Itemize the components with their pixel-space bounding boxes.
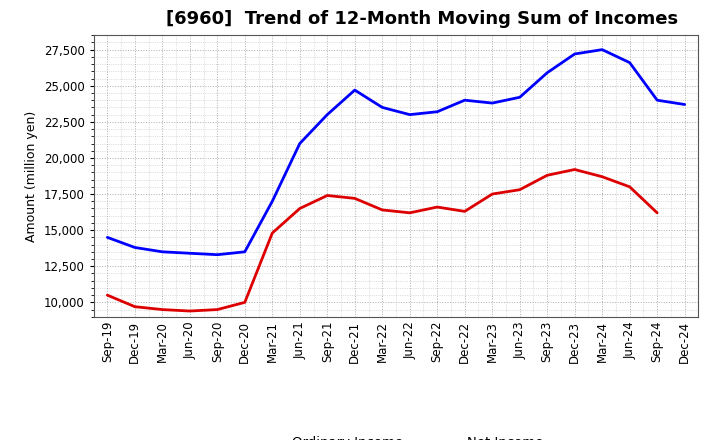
Ordinary Income: [460, 98, 469, 103]
Net Income: [570, 167, 579, 172]
Net Income: [103, 293, 112, 298]
Ordinary Income: [570, 51, 579, 57]
Net Income: [516, 187, 524, 192]
Net Income: [295, 206, 304, 211]
Y-axis label: Amount (million yen): Amount (million yen): [25, 110, 38, 242]
Net Income: [653, 210, 662, 216]
Legend: Ordinary Income, Net Income: Ordinary Income, Net Income: [243, 430, 549, 440]
Ordinary Income: [130, 245, 139, 250]
Ordinary Income: [213, 252, 222, 257]
Ordinary Income: [626, 60, 634, 65]
Ordinary Income: [295, 141, 304, 146]
Net Income: [130, 304, 139, 309]
Ordinary Income: [268, 198, 276, 204]
Ordinary Income: [158, 249, 166, 254]
Net Income: [213, 307, 222, 312]
Ordinary Income: [103, 235, 112, 240]
Net Income: [488, 191, 497, 197]
Net Income: [186, 308, 194, 314]
Line: Ordinary Income: Ordinary Income: [107, 50, 685, 255]
Ordinary Income: [516, 95, 524, 100]
Ordinary Income: [488, 100, 497, 106]
Net Income: [598, 174, 606, 180]
Ordinary Income: [186, 251, 194, 256]
Net Income: [433, 205, 441, 210]
Ordinary Income: [598, 47, 606, 52]
Net Income: [626, 184, 634, 190]
Ordinary Income: [405, 112, 414, 117]
Net Income: [351, 196, 359, 201]
Text: [6960]  Trend of 12-Month Moving Sum of Incomes: [6960] Trend of 12-Month Moving Sum of I…: [166, 10, 678, 28]
Net Income: [158, 307, 166, 312]
Ordinary Income: [653, 98, 662, 103]
Ordinary Income: [378, 105, 387, 110]
Net Income: [378, 207, 387, 213]
Ordinary Income: [351, 88, 359, 93]
Net Income: [323, 193, 332, 198]
Net Income: [268, 231, 276, 236]
Ordinary Income: [240, 249, 249, 254]
Ordinary Income: [433, 109, 441, 114]
Line: Net Income: Net Income: [107, 169, 657, 311]
Net Income: [240, 300, 249, 305]
Net Income: [405, 210, 414, 216]
Net Income: [543, 172, 552, 178]
Ordinary Income: [680, 102, 689, 107]
Ordinary Income: [323, 112, 332, 117]
Ordinary Income: [543, 70, 552, 75]
Net Income: [460, 209, 469, 214]
